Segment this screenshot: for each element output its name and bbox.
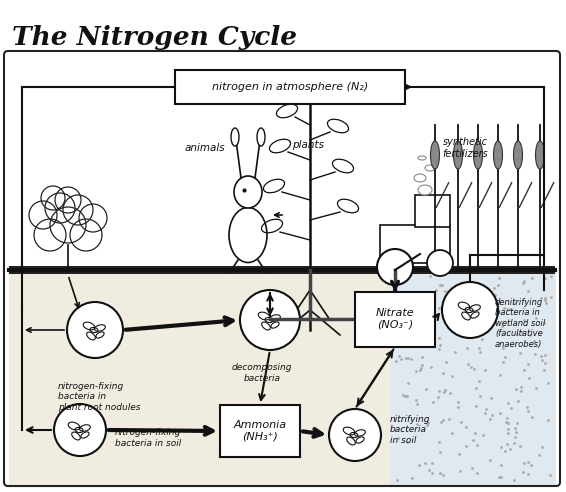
Text: plants: plants [292,140,324,150]
Text: nitrifying
bacteria
in soil: nitrifying bacteria in soil [390,415,431,445]
Circle shape [67,302,123,358]
Bar [175,70,405,104]
Bar [415,195,450,227]
Bar [9,270,555,485]
Bar [380,225,450,263]
Ellipse shape [513,141,522,169]
Ellipse shape [418,156,426,160]
Circle shape [329,409,381,461]
Text: The Nitrogen Cycle: The Nitrogen Cycle [12,26,297,51]
Ellipse shape [535,141,544,169]
Ellipse shape [494,141,503,169]
Bar [390,270,556,485]
Circle shape [377,249,413,285]
Bar [355,292,435,347]
Ellipse shape [474,141,482,169]
Bar [9,266,555,274]
Text: Ammonia
(NH₃⁺): Ammonia (NH₃⁺) [233,420,286,442]
Text: decomposing
bacteria: decomposing bacteria [231,363,292,383]
Ellipse shape [418,185,432,195]
Ellipse shape [234,176,262,208]
Ellipse shape [229,208,267,263]
Text: nitrogen in atmosphere (N₂): nitrogen in atmosphere (N₂) [212,82,368,92]
Text: nitrogen-fixing
bacteria in soil: nitrogen-fixing bacteria in soil [115,429,181,448]
Text: animals: animals [185,143,225,153]
Ellipse shape [231,128,239,146]
Text: nitrogen-fixing
bacteria in
plant root nodules: nitrogen-fixing bacteria in plant root n… [58,382,140,412]
Text: Nitrate
(NO₃⁻): Nitrate (NO₃⁻) [376,308,414,330]
Text: synthetic
fertilizers: synthetic fertilizers [442,137,488,159]
Circle shape [240,290,300,350]
Ellipse shape [414,174,426,182]
Bar [220,405,300,457]
Ellipse shape [453,141,462,169]
Circle shape [54,404,106,456]
Text: denitrifying
bacteria in
wetland soil
(facultative
anaerobes): denitrifying bacteria in wetland soil (f… [495,298,545,349]
Ellipse shape [257,128,265,146]
Ellipse shape [431,141,440,169]
Ellipse shape [425,165,435,171]
Circle shape [427,250,453,276]
Circle shape [442,282,498,338]
